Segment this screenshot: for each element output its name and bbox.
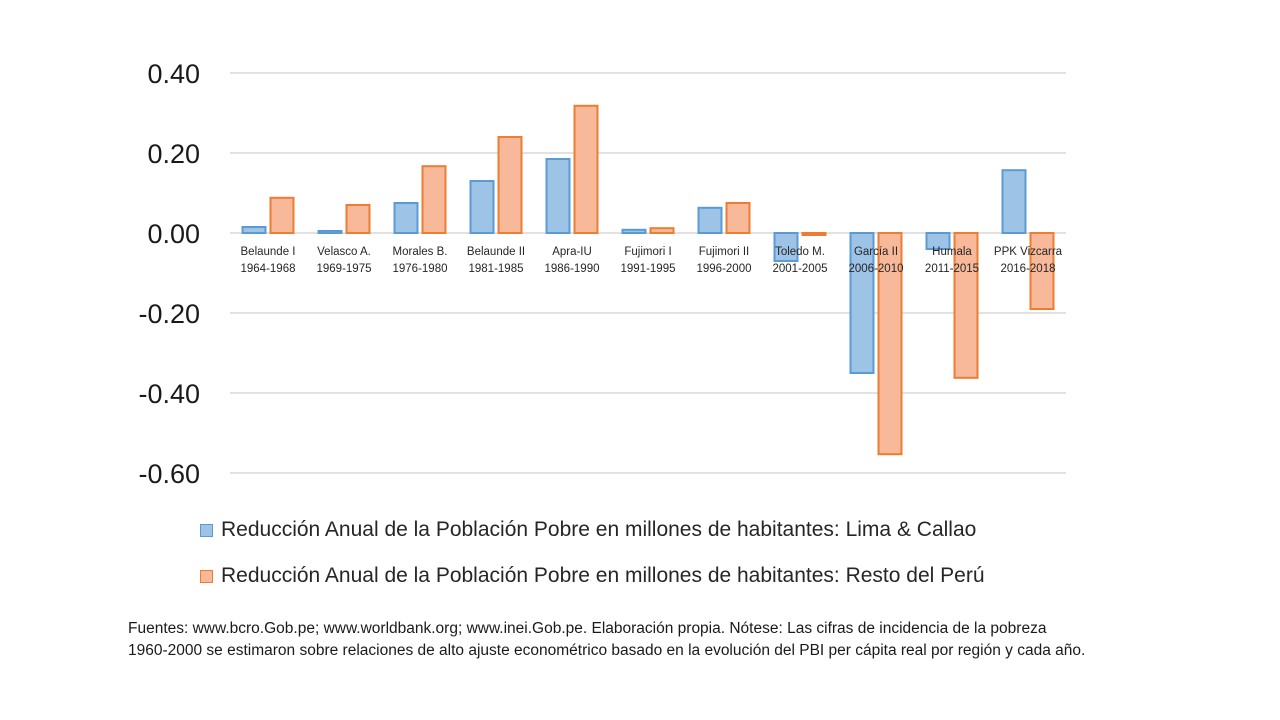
bar-lima-callao (317, 230, 343, 234)
bar-lima-callao (925, 232, 951, 250)
x-period-label: 1964-1968 (241, 263, 296, 275)
bar-lima-callao (469, 180, 495, 234)
y-tick-label: 0.20 (147, 139, 200, 169)
source-footnote: Fuentes: www.bcro.Gob.pe; www.worldbank.… (128, 618, 1188, 662)
bar-resto-peru (801, 232, 827, 236)
x-category-label: Apra-IU (552, 246, 592, 258)
y-tick-label: 0.00 (147, 219, 200, 249)
x-period-label: 2016-2018 (1001, 263, 1056, 275)
bar-lima-callao (241, 226, 267, 234)
bar-resto-peru (649, 227, 675, 234)
bar-resto-peru (497, 136, 523, 234)
x-category-label: Belaunde I (241, 246, 296, 258)
footnote-line-2: 1960-2000 se estimaron sobre relaciones … (128, 642, 1086, 659)
x-period-label: 2001-2005 (773, 263, 828, 275)
x-period-label: 2011-2015 (925, 263, 979, 275)
x-period-label: 1981-1985 (469, 263, 524, 275)
bar-lima-callao (621, 228, 647, 235)
legend-item-resto-peru: Reducción Anual de la Población Pobre en… (200, 564, 1100, 588)
bar-resto-peru (269, 196, 295, 235)
y-tick-label: -0.60 (138, 459, 200, 489)
legend-label-lima-callao: Reducción Anual de la Población Pobre en… (221, 518, 977, 541)
y-tick-label: -0.40 (138, 379, 200, 409)
legend-swatch-lima-callao (200, 523, 213, 537)
bar-lima-callao (1001, 169, 1027, 234)
x-period-label: 2006-2010 (849, 263, 904, 275)
legend-label-resto-peru: Reducción Anual de la Población Pobre en… (221, 564, 985, 587)
bar-lima-callao (849, 232, 875, 374)
x-period-label: 1986-1990 (545, 263, 600, 275)
bar-resto-peru (877, 232, 903, 456)
bar-resto-peru (345, 204, 371, 234)
bar-resto-peru (725, 202, 751, 234)
bar-resto-peru (573, 104, 599, 234)
legend-swatch-resto-peru (200, 569, 213, 583)
x-category-label: Belaunde II (467, 246, 525, 258)
bar-resto-peru (953, 232, 979, 379)
bars (241, 104, 1055, 456)
x-category-label: Toledo M. (775, 246, 825, 258)
bar-lima-callao (393, 202, 419, 234)
x-category-label: PPK Vizcarra (994, 246, 1063, 258)
x-category-label: Humala (932, 246, 972, 258)
x-category-label: García II (854, 246, 898, 258)
x-period-label: 1996-2000 (697, 263, 752, 275)
bar-lima-callao (545, 158, 571, 234)
bar-lima-callao (697, 206, 723, 235)
x-period-label: 1969-1975 (317, 263, 372, 275)
footnote-line-1: Fuentes: www.bcro.Gob.pe; www.worldbank.… (128, 620, 1047, 637)
bar-lima-callao (773, 232, 799, 262)
x-category-label: Velasco A. (317, 246, 371, 258)
x-period-label: 1976-1980 (393, 263, 448, 275)
y-tick-label: -0.20 (138, 299, 200, 329)
bar-resto-peru (1029, 232, 1055, 310)
x-category-label: Fujimori II (699, 246, 749, 258)
x-category-label: Fujimori I (624, 246, 671, 258)
y-axis-ticks: 0.40 0.20 0.00 -0.20 -0.40 -0.60 (138, 59, 200, 489)
x-period-label: 1991-1995 (621, 263, 676, 275)
x-category-label: Morales B. (393, 246, 448, 258)
legend-item-lima-callao: Reducción Anual de la Población Pobre en… (200, 518, 1100, 542)
x-axis-labels: Belaunde I 1964-1968 Velasco A. 1969-1975 Mo… (241, 246, 1063, 275)
y-tick-label: 0.40 (147, 59, 200, 89)
bar-resto-peru (421, 165, 447, 234)
